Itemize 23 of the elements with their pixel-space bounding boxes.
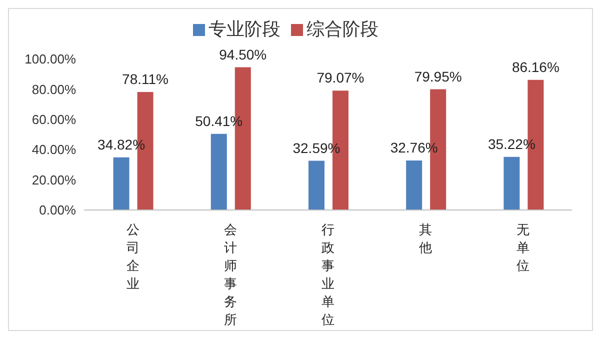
y-tick-label: 60.00% xyxy=(32,112,76,128)
x-tick-label: 行政事业单位 xyxy=(322,222,334,327)
data-label: 94.50% xyxy=(219,46,267,62)
data-label: 79.07% xyxy=(316,70,364,86)
x-tick-label: 其他 xyxy=(419,222,432,255)
legend-label: 综合阶段 xyxy=(306,19,378,39)
x-tick-label: 会计师事务所 xyxy=(224,222,237,327)
bar xyxy=(504,156,520,210)
bar xyxy=(406,160,422,210)
bar xyxy=(113,157,130,210)
x-tick-label: 公司企业 xyxy=(126,222,140,291)
legend-label: 专业阶段 xyxy=(208,19,280,39)
y-tick-label: 100.00% xyxy=(24,52,76,67)
y-tick-label: 80.00% xyxy=(32,82,76,97)
y-tick-label: 20.00% xyxy=(32,172,76,188)
x-tick-label: 无单位 xyxy=(516,222,530,273)
bar xyxy=(308,160,324,210)
y-tick-label: 0.00% xyxy=(39,202,76,218)
y-tick-label: 40.00% xyxy=(32,142,76,158)
data-label: 86.16% xyxy=(512,58,560,75)
data-label: 78.11% xyxy=(122,71,169,88)
data-label: 79.95% xyxy=(414,68,462,84)
bar xyxy=(210,134,227,210)
